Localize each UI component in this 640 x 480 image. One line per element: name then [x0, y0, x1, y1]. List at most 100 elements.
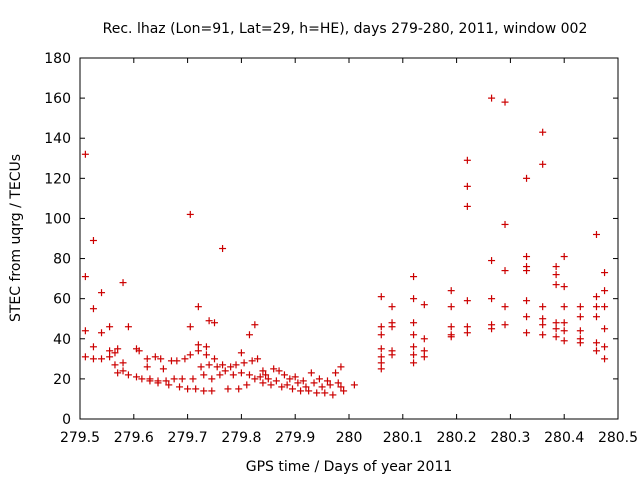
data-point [243, 381, 251, 389]
data-point [132, 373, 140, 381]
data-point [592, 293, 600, 301]
data-point [251, 321, 259, 329]
data-point [272, 377, 280, 385]
data-point [463, 297, 471, 305]
x-axis-label: GPS time / Days of year 2011 [246, 459, 453, 475]
data-point [221, 367, 229, 375]
data-point [202, 343, 210, 351]
plot-frame [79, 57, 619, 420]
data-point [81, 353, 89, 361]
data-point [256, 373, 264, 381]
data-point [119, 359, 127, 367]
data-point [488, 94, 496, 102]
data-point [138, 375, 146, 383]
data-point [176, 383, 184, 391]
data-point [420, 301, 428, 309]
data-point [259, 379, 267, 387]
data-point [143, 363, 151, 371]
data-point [523, 267, 531, 275]
data-point [420, 335, 428, 343]
data-point [447, 303, 455, 311]
data-point [523, 329, 531, 337]
data-point [410, 295, 418, 303]
data-point [523, 313, 531, 321]
data-point [323, 377, 331, 385]
data-point [259, 367, 267, 375]
data-point [552, 271, 560, 279]
y-tick-label: 140 [44, 131, 71, 147]
data-point [601, 355, 609, 363]
data-point [146, 377, 154, 385]
data-point [560, 303, 568, 311]
x-tick-label: 280.5 [598, 430, 638, 446]
data-point [601, 287, 609, 295]
data-point [463, 156, 471, 164]
y-tick-label: 120 [44, 171, 71, 187]
data-point [539, 331, 547, 339]
data-point [186, 210, 194, 218]
data-point [143, 355, 151, 363]
data-point [111, 361, 119, 369]
data-point [213, 363, 221, 371]
y-tick-label: 60 [53, 292, 71, 308]
data-point [539, 128, 547, 136]
data-point [216, 371, 224, 379]
data-point [124, 323, 132, 331]
data-point [340, 387, 348, 395]
data-point [552, 263, 560, 271]
data-point [186, 351, 194, 359]
data-point [420, 347, 428, 355]
data-point [81, 150, 89, 158]
data-point [235, 385, 243, 393]
data-point [89, 237, 97, 245]
data-point [377, 345, 385, 353]
data-point [270, 365, 278, 373]
data-point [106, 323, 114, 331]
data-point [592, 230, 600, 238]
data-point [275, 367, 283, 375]
y-tick-label: 40 [53, 332, 71, 348]
data-point [560, 337, 568, 345]
data-point [154, 379, 162, 387]
data-point [576, 313, 584, 321]
data-point [297, 387, 305, 395]
data-point [151, 353, 159, 361]
data-point [592, 347, 600, 355]
data-point [89, 355, 97, 363]
data-point [523, 174, 531, 182]
x-tick-label: 280.4 [544, 430, 584, 446]
data-point [560, 283, 568, 291]
data-point [523, 297, 531, 305]
data-point [576, 339, 584, 347]
axis-ticks: 279.5 279.6 279.7 279.8 279.9 280 280.1 280.2 28… [44, 51, 638, 446]
data-point [208, 375, 216, 383]
data-point [592, 303, 600, 311]
data-point [501, 303, 509, 311]
data-point [488, 295, 496, 303]
data-point [377, 293, 385, 301]
data-point [294, 379, 302, 387]
data-point [248, 357, 256, 365]
data-point [377, 359, 385, 367]
data-point [173, 357, 181, 365]
data-point [329, 391, 337, 399]
data-point [251, 375, 259, 383]
data-point [81, 273, 89, 281]
x-tick-label: 279.5 [60, 430, 100, 446]
data-point [377, 353, 385, 361]
data-point [463, 182, 471, 190]
data-point [601, 343, 609, 351]
data-point [447, 323, 455, 331]
data-point [186, 323, 194, 331]
data-point [299, 377, 307, 385]
data-point [211, 355, 218, 363]
data-point [291, 373, 299, 381]
data-point [178, 375, 186, 383]
y-tick-label: 20 [53, 372, 71, 388]
data-point [410, 351, 418, 359]
data-point [377, 331, 385, 339]
data-point [334, 379, 342, 387]
data-point [463, 202, 471, 210]
data-point [523, 253, 531, 261]
data-point [267, 381, 275, 389]
